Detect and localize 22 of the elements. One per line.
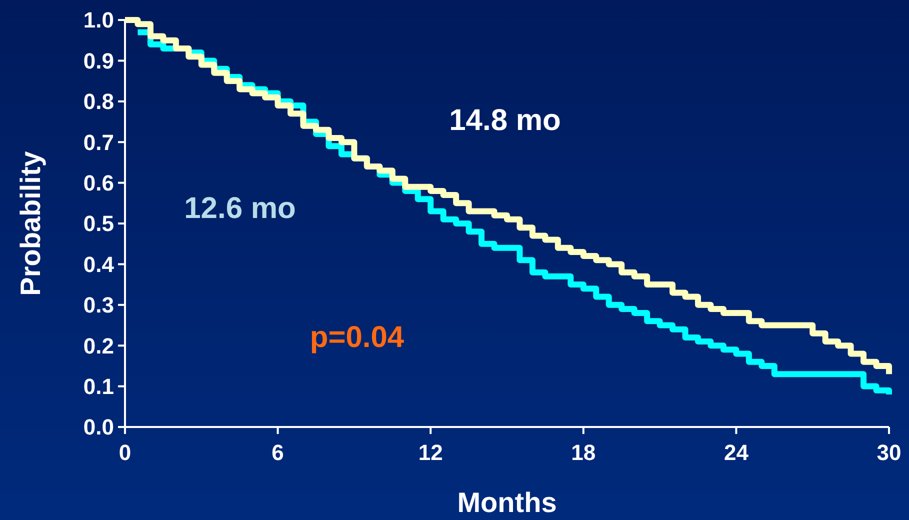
x-tick-label: 12 <box>418 440 443 465</box>
y-axis-title: Probability <box>15 150 46 296</box>
y-tick-label: 0.3 <box>83 292 114 318</box>
annotation: 12.6 mo <box>184 192 296 225</box>
x-tick-label: 18 <box>571 440 596 465</box>
y-tick-label: 0.8 <box>83 89 114 114</box>
y-tick-label: 0.4 <box>83 252 115 277</box>
annotation: 14.8 mo <box>449 104 561 137</box>
y-tick-label: 0.0 <box>83 414 114 440</box>
x-tick-label: 30 <box>876 440 902 465</box>
y-tick-label: 0.6 <box>83 170 114 196</box>
x-tick-label: 6 <box>272 440 284 465</box>
y-tick-label: 0.5 <box>83 211 114 236</box>
y-tick-label: 0.9 <box>83 48 114 74</box>
x-tick-label: 24 <box>724 440 750 465</box>
y-tick-label: 0.2 <box>83 333 114 358</box>
x-tick-label: 0 <box>118 440 132 465</box>
y-tick-label: 1.0 <box>83 8 114 33</box>
annotation: p=0.04 <box>310 321 404 354</box>
x-axis-title: Months <box>457 487 557 518</box>
y-tick-label: 0.7 <box>83 130 114 155</box>
y-tick-label: 0.1 <box>83 374 114 399</box>
